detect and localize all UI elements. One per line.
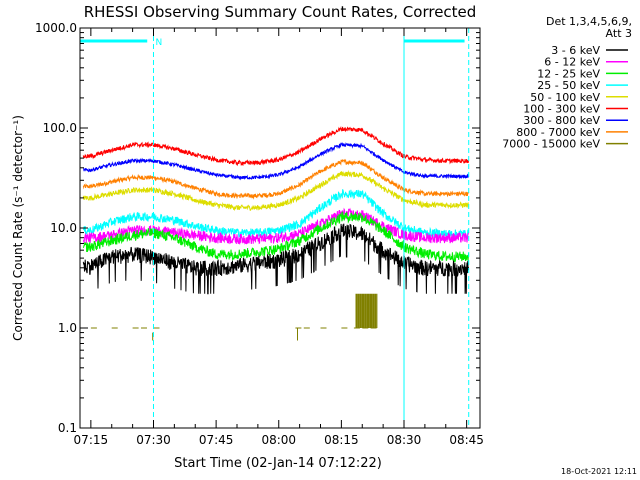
- series-7000-15000keV-marks: [90, 293, 378, 341]
- x-tick-label: 08:15: [324, 433, 359, 447]
- x-tick-label: 07:30: [136, 433, 171, 447]
- x-tick-label: 08:45: [449, 433, 484, 447]
- x-tick-label: 07:15: [74, 433, 109, 447]
- y-tick-label: 1.0: [58, 321, 77, 335]
- y-tick-label: 1000.0: [35, 21, 77, 35]
- legend-entry-label: 7000 - 15000 keV: [502, 138, 600, 151]
- legend-header-detectors: Det 1,3,4,5,6,9,: [546, 15, 632, 28]
- legend-entry-label: 12 - 25 keV: [537, 67, 600, 80]
- series-layer: [82, 126, 469, 341]
- series-800-7000keV-line: [82, 158, 469, 200]
- x-tick-label: 08:30: [387, 433, 422, 447]
- x-axis-label: Start Time (02-Jan-14 07:12:22): [174, 456, 382, 471]
- chart-title: RHESSI Observing Summary Count Rates, Co…: [84, 3, 477, 21]
- bar-marker-label: N: [155, 38, 162, 48]
- y-tick-label: 0.1: [58, 421, 77, 435]
- timestamp: 18-Oct-2021 12:11: [561, 467, 637, 476]
- legend-entry-label: 25 - 50 keV: [537, 79, 600, 92]
- y-tick-label: 100.0: [43, 121, 77, 135]
- y-tick-label: 10.0: [50, 221, 77, 235]
- x-tick-label: 07:45: [199, 433, 234, 447]
- tick-layer: 1000.0 100.0 10.0 1.0 0.107:15 07:30 07:45 08:0…: [35, 21, 484, 447]
- series-6-12keV-line: [82, 207, 469, 245]
- x-tick-label: 08:00: [261, 433, 296, 447]
- legend-entry-label: 100 - 300 keV: [523, 103, 600, 116]
- legend-entry-label: 3 - 6 keV: [551, 44, 600, 57]
- y-axis-label: Corrected Count Rate (s⁻¹ detector⁻¹): [11, 115, 25, 341]
- legend-entry-label: 50 - 100 keV: [530, 91, 600, 104]
- legend-entry-label: 300 - 800 keV: [523, 114, 600, 127]
- legend-entry-label: 800 - 7000 keV: [516, 126, 600, 139]
- legend-entry-label: 6 - 12 keV: [544, 56, 600, 69]
- legend-header-attenuator: Att 3: [606, 27, 632, 40]
